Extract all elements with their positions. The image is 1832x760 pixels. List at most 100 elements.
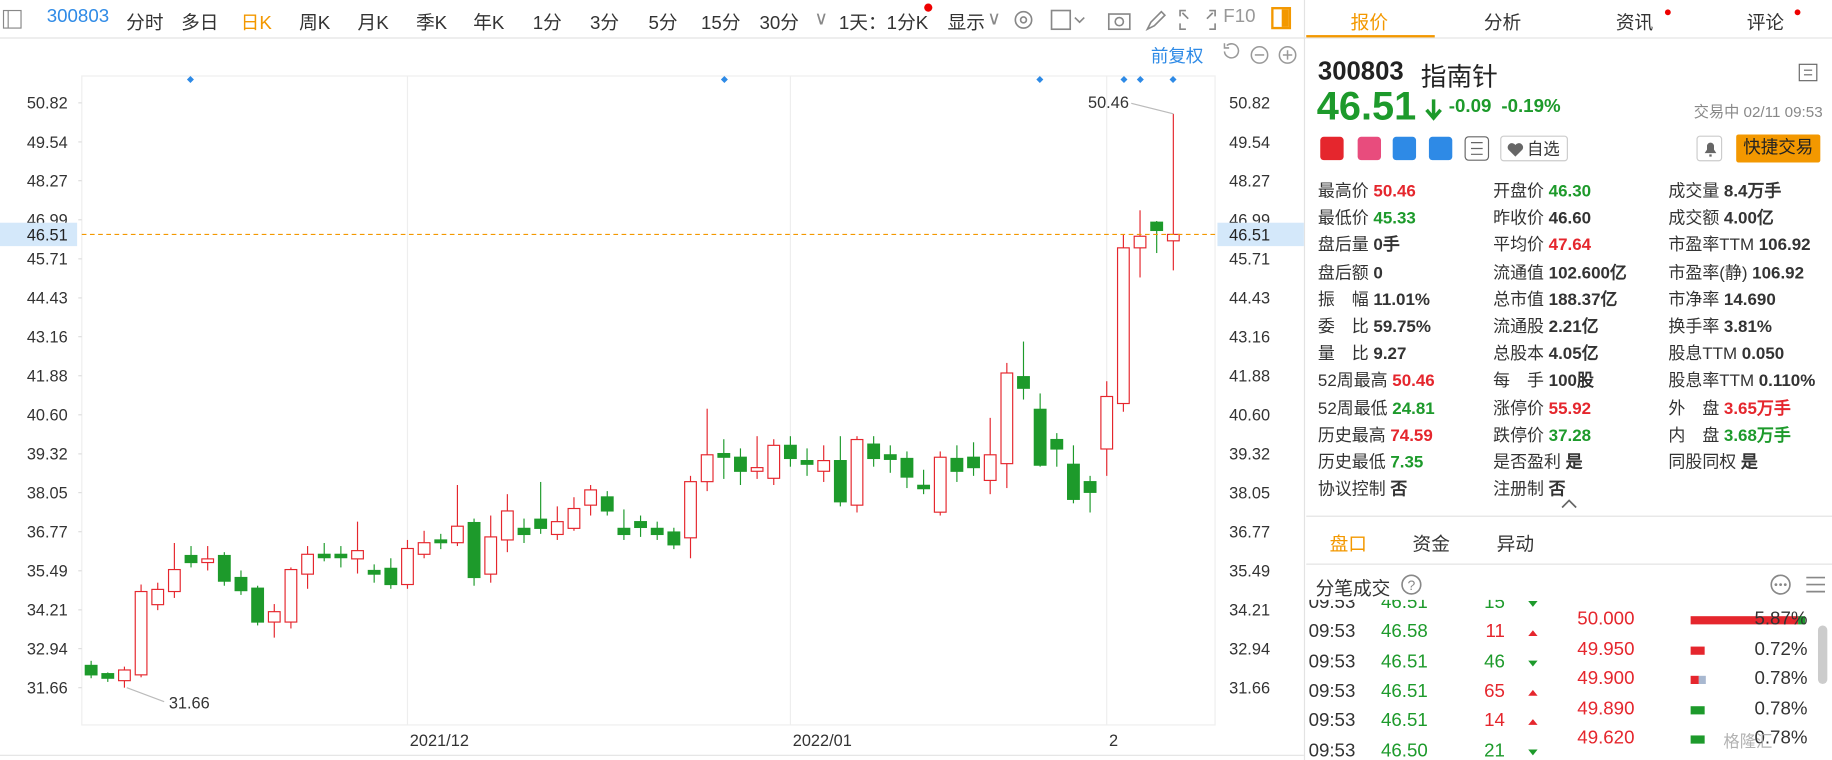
trade-price: 46.50 bbox=[1381, 740, 1428, 760]
collapse[interactable] bbox=[1559, 497, 1580, 511]
period-tab[interactable]: 3分 bbox=[590, 14, 620, 34]
quote-value: 是 bbox=[1740, 453, 1758, 473]
chart-tools[interactable] bbox=[1223, 43, 1297, 64]
red-dot bbox=[924, 3, 933, 12]
y-tick-label: 31.66 bbox=[27, 680, 68, 698]
stock-code: 300803 bbox=[1317, 56, 1404, 86]
period-tab[interactable]: 年K bbox=[473, 14, 505, 34]
y-tick-label: 49.54 bbox=[27, 134, 68, 152]
quote-label: 昨收价 bbox=[1493, 209, 1545, 229]
period-tab[interactable]: 月K bbox=[357, 14, 389, 34]
tab[interactable]: 资讯 bbox=[1615, 14, 1654, 34]
y-tick-label-right: 41.88 bbox=[1229, 368, 1270, 386]
separator bbox=[1306, 515, 1832, 517]
candle-body bbox=[384, 567, 398, 586]
last-price: 46.51 bbox=[1316, 84, 1417, 129]
candle-body bbox=[883, 454, 897, 460]
period-tab[interactable]: 季K bbox=[415, 14, 448, 34]
quote-item: 内 盘 3.68万手 bbox=[1668, 422, 1790, 447]
quote-label: 委 比 bbox=[1317, 318, 1369, 337]
quote-label: 历史最低 bbox=[1317, 453, 1386, 473]
quote-item: 换手率 3.81% bbox=[1668, 313, 1772, 338]
quote-value: 8.4万手 bbox=[1723, 182, 1782, 202]
tool-icons[interactable] bbox=[1011, 7, 1227, 33]
quote-value: 24.81 bbox=[1392, 399, 1435, 419]
period-tab[interactable]: 15分 bbox=[701, 14, 741, 34]
tab-underline bbox=[1306, 35, 1435, 38]
quote-label: 52周最高 bbox=[1317, 372, 1388, 391]
quote-label: 52周最低 bbox=[1317, 399, 1388, 419]
stock-name: 指南针 bbox=[1420, 61, 1498, 92]
trade-arrow bbox=[1528, 689, 1538, 696]
quote-item: 总市值 188.37亿 bbox=[1493, 286, 1617, 311]
layout-toggle[interactable] bbox=[1271, 7, 1292, 30]
quote-label: 换手率 bbox=[1668, 318, 1720, 337]
panel-tabs: 报价 分析 资讯 评论 bbox=[1306, 0, 1832, 39]
trade-volume: 15 bbox=[1484, 599, 1505, 613]
trade-time: 09:53 bbox=[1308, 681, 1356, 702]
scrollbar[interactable] bbox=[1817, 625, 1828, 684]
help-icon[interactable]: ? bbox=[1400, 572, 1680, 598]
detail-icon[interactable] bbox=[1797, 62, 1820, 83]
period-tab[interactable]: 1分 bbox=[532, 14, 562, 34]
quote-value: 否 bbox=[1548, 480, 1566, 500]
quote-value: 7.35 bbox=[1390, 453, 1424, 473]
trade-time: 09:53 bbox=[1308, 622, 1356, 643]
quote-value: 50.46 bbox=[1373, 182, 1416, 202]
dropdown[interactable]: ∨ bbox=[814, 9, 829, 30]
quote-label: 内 盘 bbox=[1668, 426, 1720, 446]
candle-body bbox=[867, 443, 881, 460]
quote-label: 股息率TTM bbox=[1668, 372, 1755, 391]
quote-item: 是否盈利是 bbox=[1493, 449, 1582, 474]
tab[interactable]: 盘口 bbox=[1329, 535, 1368, 556]
period-tab[interactable]: 30分 bbox=[759, 14, 799, 34]
quote-item: 历史最低 7.35 bbox=[1318, 449, 1423, 474]
period-tab[interactable]: 多日 bbox=[181, 14, 219, 34]
dropdown[interactable]: ∨ bbox=[987, 9, 1001, 30]
watch-button[interactable]: 自选 bbox=[1500, 135, 1568, 162]
book-bar bbox=[1690, 705, 1705, 714]
quote-label: 市盈率(静) bbox=[1668, 263, 1748, 283]
adjust-mode[interactable]: 前复权 bbox=[1151, 46, 1204, 66]
list-icons[interactable] bbox=[1769, 572, 1832, 598]
period-tab[interactable]: 分时 bbox=[126, 14, 164, 34]
book-price: 50.000 bbox=[1577, 609, 1635, 630]
candle-body bbox=[1100, 395, 1114, 450]
candle-body bbox=[967, 456, 980, 469]
period-tab[interactable]: 周K bbox=[299, 14, 331, 34]
quote-label: 是否盈利 bbox=[1493, 453, 1561, 473]
tag-icons[interactable] bbox=[1318, 136, 1598, 162]
y-tick-label-right: 34.21 bbox=[1229, 602, 1270, 620]
change-pct: -0.19% bbox=[1501, 97, 1561, 117]
candle-body bbox=[118, 669, 131, 682]
quote-item: 涨停价 55.92 bbox=[1493, 395, 1591, 420]
candle-body bbox=[1150, 221, 1164, 232]
period-select[interactable]: 1天：1分K bbox=[838, 14, 929, 34]
period-tab[interactable]: 300803 bbox=[46, 7, 110, 27]
y-tick-label-right: 49.54 bbox=[1229, 134, 1270, 152]
f10[interactable]: F10 bbox=[1223, 7, 1256, 27]
quote-label: 历史最高 bbox=[1317, 426, 1386, 446]
tab[interactable]: 异动 bbox=[1496, 535, 1535, 556]
tab[interactable]: 分析 bbox=[1483, 14, 1522, 34]
candle-body bbox=[1133, 235, 1147, 249]
quick-trade[interactable]: 快捷交易 bbox=[1736, 134, 1821, 163]
watermark: 格隆汇 bbox=[1723, 731, 1773, 751]
menu-icon[interactable] bbox=[2, 9, 23, 30]
y-tick-label-right: 44.43 bbox=[1229, 290, 1270, 308]
alert-button[interactable] bbox=[1696, 135, 1723, 162]
last-price-label: 46.51 bbox=[1229, 226, 1270, 244]
quote-value: 2.21亿 bbox=[1548, 318, 1599, 337]
candle-body bbox=[167, 568, 181, 593]
tab[interactable]: 报价 bbox=[1350, 14, 1389, 34]
candle-body bbox=[484, 536, 498, 575]
period-tab[interactable]: 日K bbox=[240, 14, 272, 34]
tab[interactable]: 资金 bbox=[1412, 535, 1450, 556]
tab[interactable]: 评论 bbox=[1746, 14, 1785, 34]
period-tab[interactable]: 5分 bbox=[648, 14, 678, 34]
x-tick-label: 2022/01 bbox=[793, 732, 852, 750]
quote-item: 协议控制否 bbox=[1318, 476, 1407, 501]
display-select[interactable]: 显示 bbox=[947, 14, 985, 34]
y-tick-label-right: 50.82 bbox=[1229, 95, 1270, 113]
